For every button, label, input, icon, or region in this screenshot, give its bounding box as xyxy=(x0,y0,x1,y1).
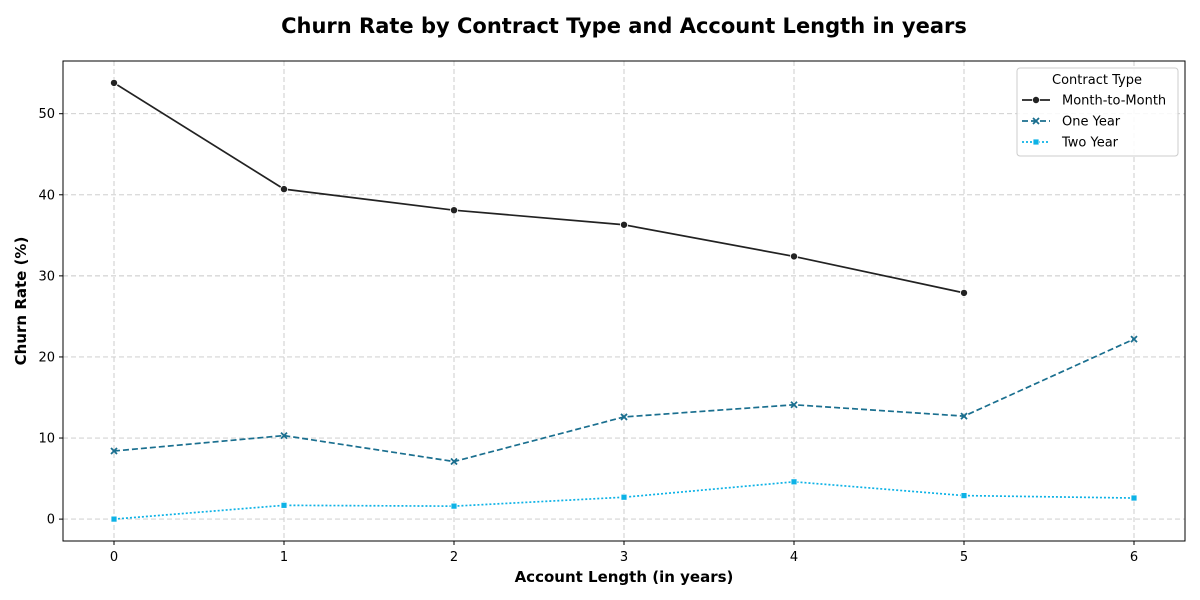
x-tick-label: 2 xyxy=(450,550,458,565)
legend: Contract Type Month-to-Month One Year Two … xyxy=(1016,67,1179,157)
data-point xyxy=(450,457,458,466)
legend-swatch-marker xyxy=(1032,117,1040,125)
y-tick-label: 30 xyxy=(38,269,55,284)
series-month-to-month xyxy=(110,78,969,297)
y-tick-label: 50 xyxy=(38,107,55,122)
chart-title: Churn Rate by Contract Type and Account … xyxy=(281,14,967,38)
data-point xyxy=(790,252,799,261)
series-line xyxy=(113,82,965,294)
legend-label: One Year xyxy=(1062,115,1121,130)
legend-item: Two Year xyxy=(1022,136,1119,151)
legend-title: Contract Type xyxy=(1052,73,1142,88)
data-point xyxy=(620,220,629,229)
x-tick-label: 0 xyxy=(110,550,118,565)
data-point xyxy=(110,515,118,523)
data-point xyxy=(110,447,118,455)
data-point xyxy=(620,413,628,421)
legend-items: Month-to-Month One Year Two Year xyxy=(1022,94,1166,151)
y-axis-label: Churn Rate (%) xyxy=(12,237,30,366)
x-axis-label: Account Length (in years) xyxy=(515,568,734,586)
series-two-year xyxy=(110,478,1138,523)
grid xyxy=(63,61,1185,541)
legend-label: Two Year xyxy=(1061,136,1119,151)
data-point xyxy=(620,493,628,501)
y-tick-label: 40 xyxy=(38,188,55,203)
data-point xyxy=(960,288,969,297)
legend-label: Month-to-Month xyxy=(1062,94,1166,109)
y-tick-label: 10 xyxy=(38,432,55,447)
series-layer xyxy=(110,78,1138,523)
x-tick-label: 6 xyxy=(1130,550,1138,565)
data-point xyxy=(280,501,288,509)
data-point xyxy=(110,78,119,87)
legend-swatch-marker xyxy=(1032,96,1041,105)
data-point xyxy=(450,502,458,510)
legend-box xyxy=(1016,67,1179,157)
legend-item: Month-to-Month xyxy=(1022,94,1166,109)
legend-swatch-marker xyxy=(1032,138,1040,146)
data-point xyxy=(790,478,798,486)
y-tick-label: 0 xyxy=(47,513,55,528)
data-point xyxy=(960,492,968,499)
ticks: 0 1 2 3 4 5 6 0 10 20 30 40 50 xyxy=(38,107,1138,565)
data-point xyxy=(960,412,968,420)
x-tick-label: 1 xyxy=(280,550,288,565)
y-tick-label: 20 xyxy=(38,350,55,365)
data-point xyxy=(280,431,288,440)
x-tick-label: 5 xyxy=(960,550,968,565)
x-tick-label: 3 xyxy=(620,550,628,565)
data-point xyxy=(790,401,798,409)
data-point xyxy=(449,206,458,215)
legend-item: One Year xyxy=(1022,115,1121,130)
data-point xyxy=(1130,494,1138,502)
data-point xyxy=(1130,335,1138,343)
series-one-year xyxy=(110,335,1138,466)
x-tick-label: 4 xyxy=(790,550,798,565)
data-point xyxy=(279,185,288,194)
